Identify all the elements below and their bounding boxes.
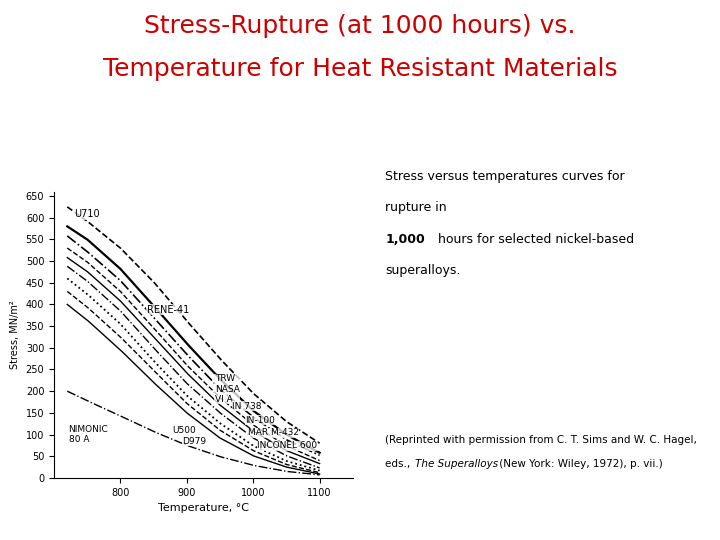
Text: eds.,: eds., (385, 459, 414, 469)
Text: hours for selected nickel-based: hours for selected nickel-based (434, 233, 634, 246)
Text: U710: U710 (74, 209, 99, 219)
Text: (Reprinted with permission from C. T. Sims and W. C. Hagel,: (Reprinted with permission from C. T. Si… (385, 435, 697, 445)
Text: D979: D979 (182, 437, 206, 446)
Text: RENE-41: RENE-41 (147, 305, 189, 315)
Text: Temperature for Heat Resistant Materials: Temperature for Heat Resistant Materials (103, 57, 617, 80)
Text: MAR M-432: MAR M-432 (248, 428, 299, 437)
Text: Stress-Rupture (at 1000 hours) vs.: Stress-Rupture (at 1000 hours) vs. (144, 14, 576, 37)
Text: IN-100: IN-100 (246, 416, 275, 425)
Y-axis label: Stress, MN/m²: Stress, MN/m² (10, 300, 20, 369)
X-axis label: Temperature, °C: Temperature, °C (158, 503, 249, 513)
Text: 1,000: 1,000 (385, 233, 425, 246)
Text: (New York: Wiley, 1972), p. vii.): (New York: Wiley, 1972), p. vii.) (496, 459, 663, 469)
Text: TRW
NASA
VI A: TRW NASA VI A (215, 374, 240, 404)
Text: Stress versus temperatures curves for: Stress versus temperatures curves for (385, 170, 625, 183)
Text: U500: U500 (172, 426, 196, 435)
Text: rupture in: rupture in (385, 201, 447, 214)
Text: INCONEL 600: INCONEL 600 (257, 441, 318, 450)
Text: NIMONIC
80 A: NIMONIC 80 A (68, 425, 108, 444)
Text: The Superalloys: The Superalloys (415, 459, 498, 469)
Text: superalloys.: superalloys. (385, 264, 461, 277)
Text: IN 738: IN 738 (232, 402, 261, 411)
